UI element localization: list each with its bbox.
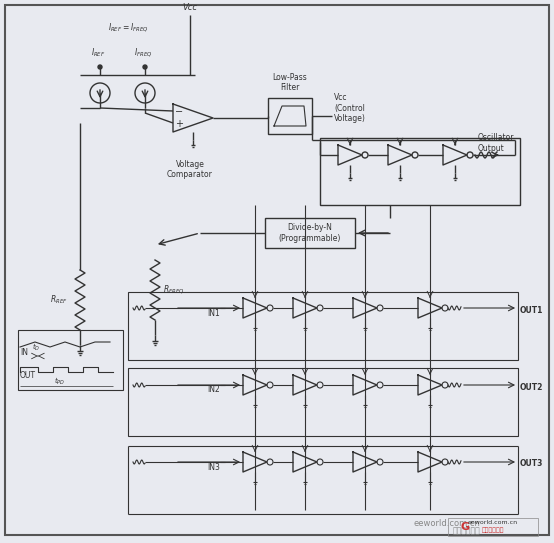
- Text: Vcc: Vcc: [182, 3, 197, 12]
- Bar: [320, 138, 520, 205]
- Text: $I_{REF} = I_{FREQ}$: $I_{REF} = I_{FREQ}$: [108, 22, 148, 34]
- Bar: [128, 368, 518, 436]
- Text: Low-Pass
Filter: Low-Pass Filter: [273, 73, 307, 92]
- Text: OUT: OUT: [20, 370, 36, 380]
- Bar: [128, 292, 518, 360]
- Bar: [268, 98, 312, 134]
- Text: IN2: IN2: [207, 386, 220, 395]
- Text: Divide-by-N
(Programmable): Divide-by-N (Programmable): [279, 223, 341, 243]
- Text: eeworld.com.cn: eeworld.com.cn: [413, 519, 480, 528]
- Text: IN3: IN3: [207, 463, 220, 471]
- Text: Voltage
Comparator: Voltage Comparator: [167, 160, 213, 179]
- Circle shape: [143, 65, 147, 69]
- Text: OUT2: OUT2: [520, 382, 543, 392]
- Text: IN: IN: [20, 348, 28, 357]
- Text: $t_D$: $t_D$: [32, 342, 40, 353]
- Bar: [18, 330, 123, 390]
- Text: $R_{FREQ}$: $R_{FREQ}$: [163, 283, 184, 296]
- Text: $I_{FREQ}$: $I_{FREQ}$: [134, 47, 152, 59]
- Text: +: +: [175, 119, 183, 129]
- Text: IN1: IN1: [207, 308, 220, 318]
- Text: 电子工程世界: 电子工程世界: [452, 526, 480, 535]
- Text: $I_{REF}$: $I_{REF}$: [91, 47, 105, 59]
- Text: eeworld.com.cn: eeworld.com.cn: [468, 520, 518, 525]
- Bar: [265, 218, 355, 248]
- Text: Vcc
(Control
Voltage): Vcc (Control Voltage): [334, 93, 366, 123]
- Text: $t_{PD}$: $t_{PD}$: [54, 376, 65, 387]
- Text: $R_{REF}$: $R_{REF}$: [50, 294, 68, 306]
- Text: −: −: [175, 107, 183, 117]
- Text: 电子工程世界: 电子工程世界: [482, 527, 504, 533]
- Circle shape: [98, 65, 102, 69]
- Text: OUT1: OUT1: [520, 306, 543, 314]
- Bar: [448, 518, 538, 536]
- Text: OUT3: OUT3: [520, 459, 543, 469]
- Text: G: G: [460, 522, 470, 532]
- Text: Oscillator
Output: Oscillator Output: [478, 133, 515, 153]
